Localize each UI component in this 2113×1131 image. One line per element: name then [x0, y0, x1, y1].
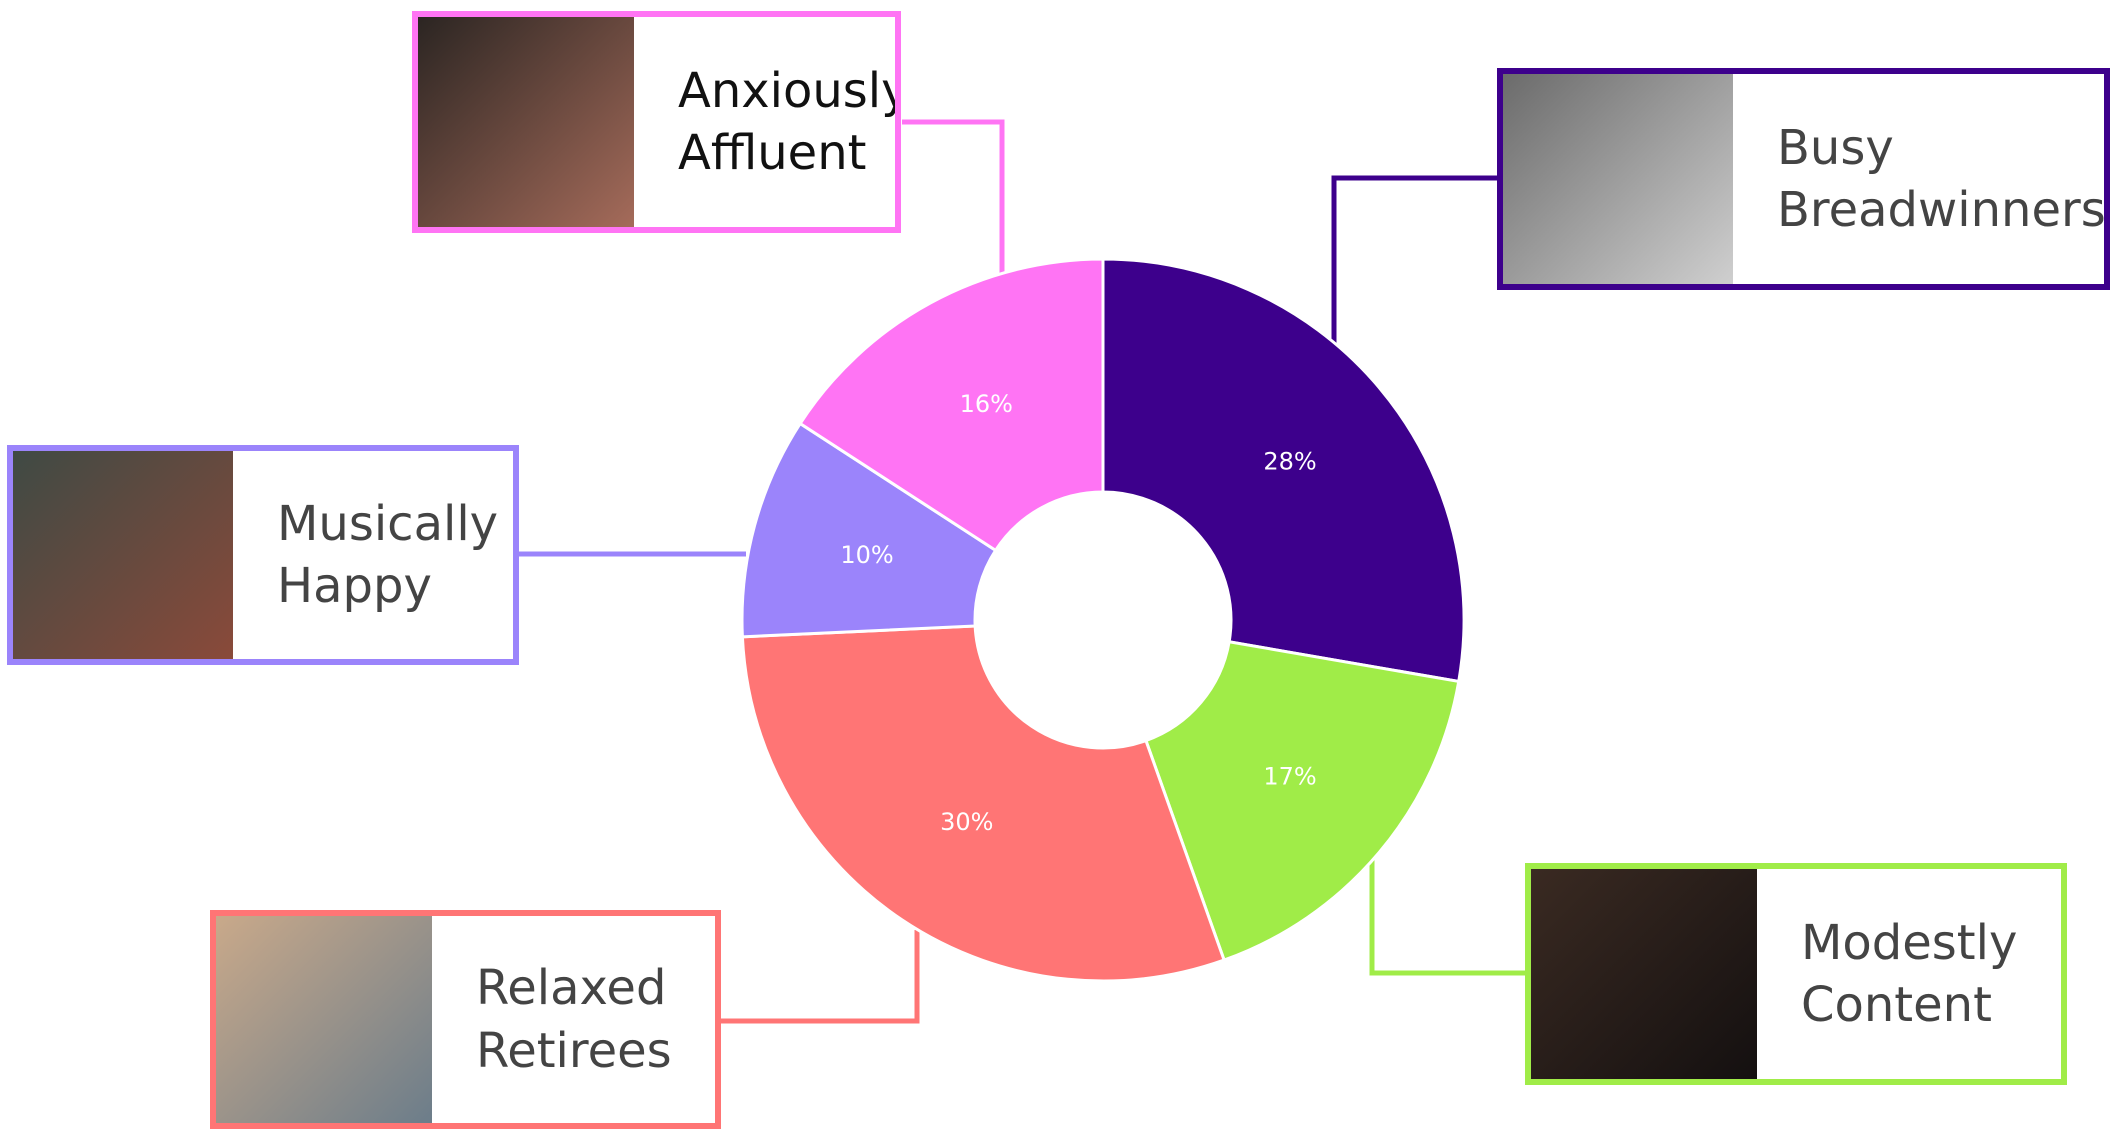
- segment-photo: [418, 17, 634, 227]
- segment-callout: Anxiously Affluent: [412, 11, 901, 233]
- connector: [902, 119, 1005, 277]
- donut-slice: [798, 257, 1105, 553]
- slice-label: 16%: [960, 390, 1013, 418]
- segment-callout: Musically Happy: [7, 445, 519, 665]
- donut-slice: [740, 624, 1227, 983]
- connector: [721, 930, 920, 1024]
- segment-name: Busy Breadwinners: [1777, 119, 2106, 238]
- segment-callout: Busy Breadwinners: [1497, 68, 2110, 290]
- segment-photo: [1503, 74, 1733, 284]
- slice-label: 10%: [840, 541, 893, 569]
- donut-slice: [740, 421, 998, 639]
- segment-name: Anxiously Affluent: [678, 62, 901, 181]
- segment-name: Musically Happy: [277, 495, 499, 614]
- segment-name: Modestly Content: [1801, 914, 2018, 1033]
- donut-slice: [1144, 640, 1461, 962]
- segment-photo: [1531, 869, 1757, 1079]
- segment-name: Relaxed Retirees: [476, 960, 672, 1079]
- segment-photo: [216, 916, 432, 1123]
- segment-callout: Relaxed Retirees: [210, 910, 721, 1129]
- segment-photo: [13, 451, 233, 659]
- slice-label: 17%: [1263, 762, 1316, 790]
- segment-callout: Modestly Content: [1525, 863, 2067, 1085]
- connector: [1369, 858, 1525, 976]
- donut-slice: [1101, 257, 1466, 684]
- slice-label: 30%: [940, 808, 993, 836]
- slice-label: 28%: [1263, 448, 1316, 476]
- connector: [1331, 175, 1497, 345]
